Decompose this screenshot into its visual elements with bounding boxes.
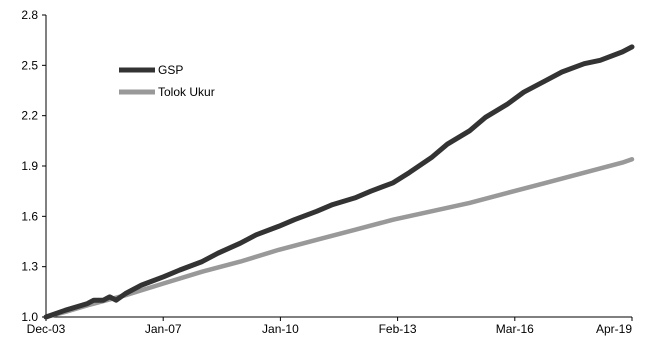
series-line-gsp <box>43 44 635 320</box>
y-tick-label: 2.8 <box>21 8 38 22</box>
x-tick-label: Feb-13 <box>379 322 417 336</box>
x-axis: Dec-03 Jan-07 Jan-10 Feb-13 Mar-16 Apr-19 <box>27 316 633 336</box>
series-line-tolok-ukur <box>43 157 635 320</box>
y-tick-label: 1.0 <box>21 310 38 324</box>
y-tick-label: 2.5 <box>21 58 38 72</box>
legend-label-tolok-ukur: Tolok Ukur <box>158 85 215 99</box>
x-tick-label: Mar-16 <box>496 322 534 336</box>
y-tick-label: 1.6 <box>21 209 38 223</box>
x-tick-label: Jan-07 <box>145 322 182 336</box>
y-tick-label: 2.2 <box>21 109 38 123</box>
series-layer <box>43 44 635 320</box>
y-tick-label: 1.9 <box>21 159 38 173</box>
x-tick-label: Dec-03 <box>27 322 66 336</box>
legend: GSP Tolok Ukur <box>119 63 215 99</box>
y-tick-label: 1.3 <box>21 260 38 274</box>
x-tick-label: Jan-10 <box>262 322 299 336</box>
legend-label-gsp: GSP <box>158 63 183 77</box>
y-axis: 1.0 1.3 1.6 1.9 2.2 2.5 2.8 <box>21 8 47 324</box>
x-tick-label: Apr-19 <box>596 322 632 336</box>
